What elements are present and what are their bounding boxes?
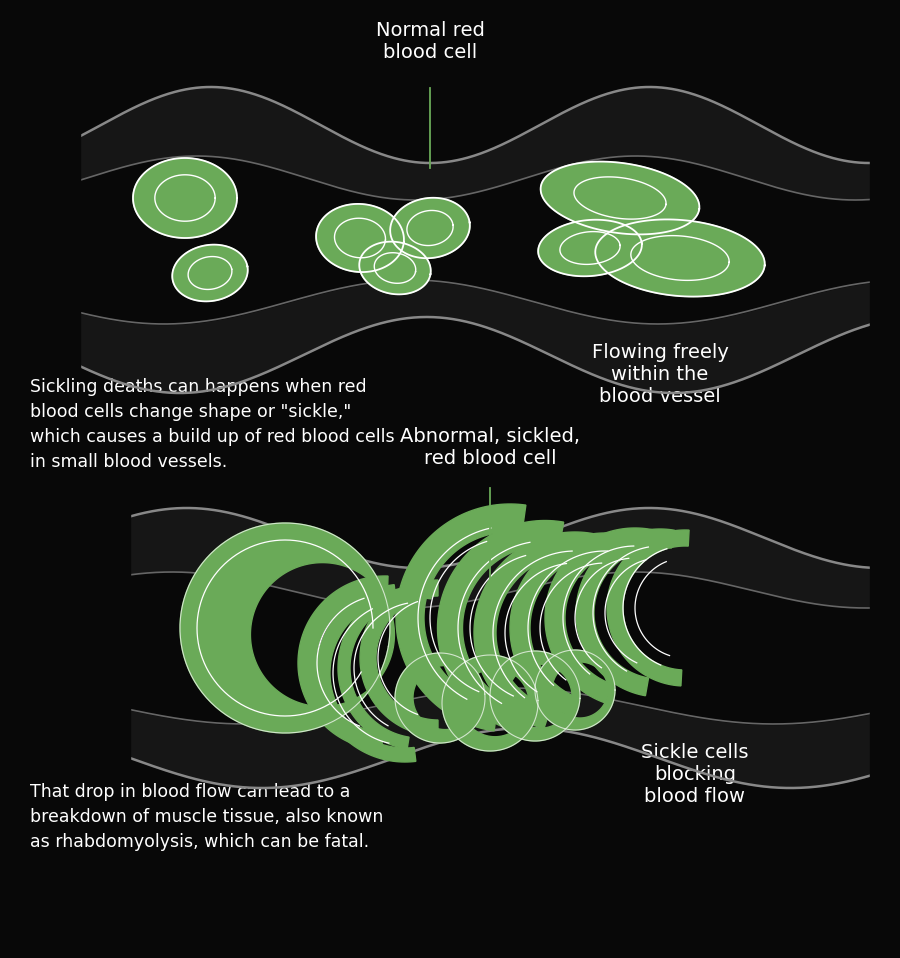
Polygon shape bbox=[338, 586, 433, 749]
Polygon shape bbox=[359, 241, 431, 294]
Text: Flowing freely
within the
blood vessel: Flowing freely within the blood vessel bbox=[591, 343, 728, 406]
Polygon shape bbox=[490, 651, 580, 741]
Text: That drop in blood flow can lead to a
breakdown of muscle tissue, also known
as : That drop in blood flow can lead to a br… bbox=[30, 783, 383, 851]
Polygon shape bbox=[360, 580, 438, 736]
Polygon shape bbox=[391, 197, 470, 259]
Polygon shape bbox=[545, 528, 664, 703]
Polygon shape bbox=[75, 131, 80, 372]
Text: Normal red
blood cell: Normal red blood cell bbox=[375, 21, 484, 62]
Polygon shape bbox=[535, 650, 615, 730]
Polygon shape bbox=[125, 512, 130, 763]
Polygon shape bbox=[316, 584, 416, 762]
Polygon shape bbox=[595, 219, 765, 297]
Text: Abnormal, sickled,
red blood cell: Abnormal, sickled, red blood cell bbox=[400, 427, 580, 468]
Polygon shape bbox=[180, 523, 394, 733]
Polygon shape bbox=[474, 532, 607, 729]
Polygon shape bbox=[437, 520, 563, 734]
Polygon shape bbox=[133, 158, 237, 238]
Polygon shape bbox=[442, 655, 538, 751]
Polygon shape bbox=[607, 530, 689, 686]
Polygon shape bbox=[396, 504, 526, 731]
Polygon shape bbox=[510, 533, 641, 716]
Polygon shape bbox=[316, 204, 404, 272]
Polygon shape bbox=[541, 162, 699, 235]
Text: Sickling deaths can happens when red
blood cells change shape or "sickle,"
which: Sickling deaths can happens when red blo… bbox=[30, 378, 394, 471]
Polygon shape bbox=[395, 653, 485, 743]
Polygon shape bbox=[172, 244, 248, 302]
Polygon shape bbox=[576, 529, 675, 696]
Polygon shape bbox=[870, 143, 900, 345]
Polygon shape bbox=[298, 576, 388, 750]
Text: Sickle cells
blocking
blood flow: Sickle cells blocking blood flow bbox=[641, 743, 749, 806]
Polygon shape bbox=[870, 558, 900, 786]
Polygon shape bbox=[538, 219, 642, 276]
